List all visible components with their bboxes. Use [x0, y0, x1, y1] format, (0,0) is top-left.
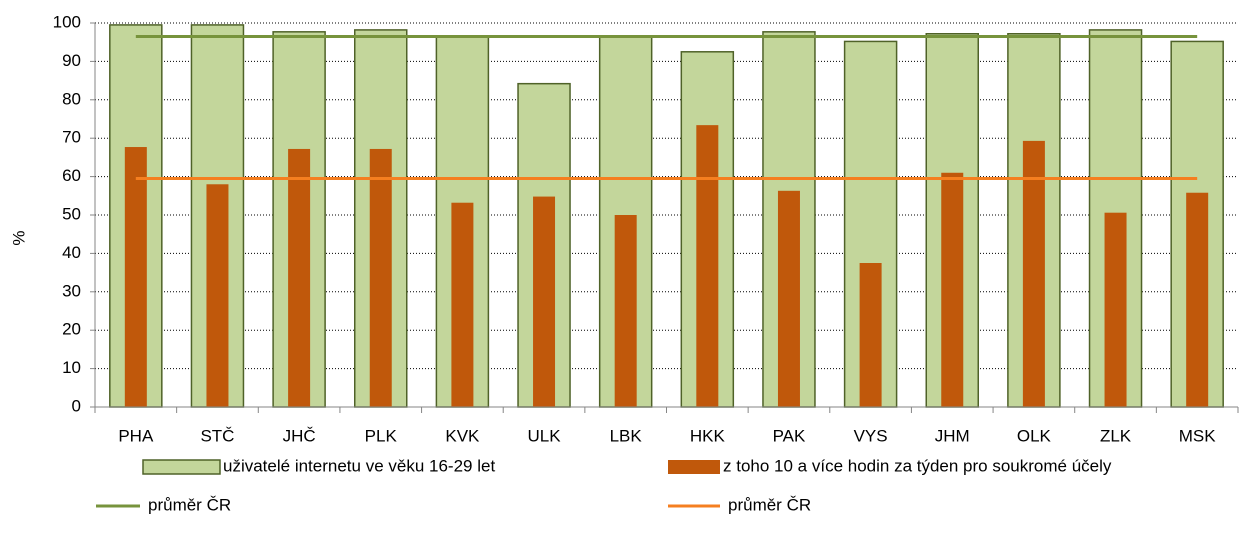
bar: [369, 148, 392, 407]
x-tick-label: KVK: [445, 426, 480, 445]
bar: [451, 202, 474, 407]
x-tick-label: HKK: [690, 426, 726, 445]
y-tick-label: 70: [62, 128, 81, 147]
x-tick-label: VYS: [854, 426, 888, 445]
y-tick-label: 20: [62, 320, 81, 339]
x-tick-label: PAK: [773, 426, 806, 445]
bar: [614, 215, 637, 407]
x-tick-label: JHČ: [283, 426, 316, 445]
bar: [288, 148, 311, 407]
legend-label: z toho 10 a více hodin za týden pro souk…: [723, 456, 1112, 475]
x-tick-label: JHM: [935, 426, 970, 445]
x-tick-label: OLK: [1017, 426, 1052, 445]
y-tick-label: 40: [62, 243, 81, 262]
bar: [777, 190, 800, 407]
x-tick-label: MSK: [1179, 426, 1217, 445]
x-tick-label: STČ: [200, 426, 234, 445]
bar: [124, 147, 147, 408]
x-tick-label: PLK: [365, 426, 398, 445]
y-tick-label: 0: [72, 396, 81, 415]
bar: [941, 172, 964, 407]
legend-label: průměr ČR: [148, 495, 231, 514]
legend-swatch: [142, 459, 221, 475]
y-tick-label: 30: [62, 281, 81, 300]
legend-label: průměr ČR: [728, 495, 811, 514]
x-tick-label: ULK: [527, 426, 561, 445]
y-tick-label: 60: [62, 166, 81, 185]
y-tick-label: 80: [62, 89, 81, 108]
bar: [859, 263, 882, 407]
bar: [1186, 192, 1209, 407]
y-tick-label: 50: [62, 204, 81, 223]
x-tick-label: PHA: [118, 426, 154, 445]
bar: [1104, 212, 1127, 407]
y-tick-label: 90: [62, 51, 81, 70]
bar: [1022, 140, 1045, 407]
legend-swatch: [668, 460, 720, 474]
x-tick-label: ZLK: [1100, 426, 1132, 445]
y-tick-label: 100: [53, 12, 81, 31]
y-axis-label: %: [9, 230, 28, 245]
bar: [533, 196, 556, 407]
bar: [696, 125, 719, 408]
bar: [206, 184, 229, 407]
legend-label: uživatelé internetu ve věku 16-29 let: [223, 456, 495, 475]
y-tick-label: 10: [62, 358, 81, 377]
x-tick-label: LBK: [610, 426, 643, 445]
